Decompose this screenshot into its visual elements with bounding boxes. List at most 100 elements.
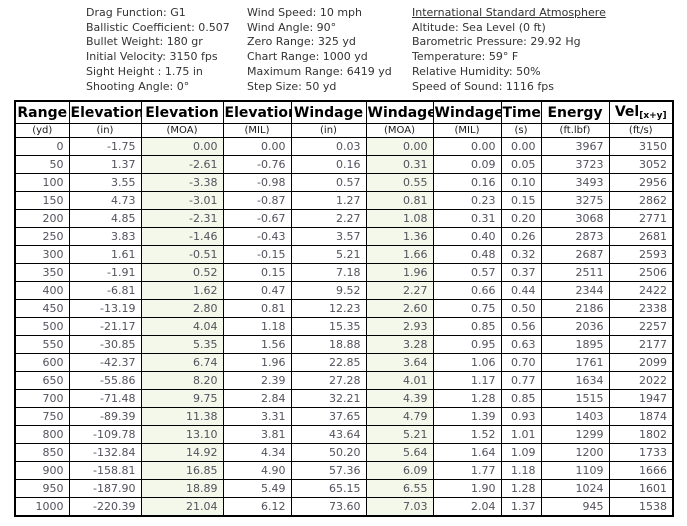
cell-elevation-in: 4.73 — [68, 191, 142, 210]
units-row: (yd) (in) (MOA) (MIL) (in) (MOA) (MIL) (… — [14, 123, 674, 138]
cell-windage-in: 37.65 — [290, 407, 367, 426]
cell-time: 0.77 — [500, 371, 542, 390]
cell-velocity: 2862 — [608, 191, 674, 210]
cell-windage-mil: 1.77 — [432, 461, 502, 480]
cell-energy: 3068 — [540, 209, 610, 228]
cell-velocity: 1874 — [608, 407, 674, 426]
cell-energy: 945 — [540, 497, 610, 517]
cell-elevation-moa: 14.92 — [140, 443, 224, 462]
cell-elevation-moa: 18.89 — [140, 479, 224, 498]
cell-energy: 1403 — [540, 407, 610, 426]
cell-windage-mil: 0.85 — [432, 317, 502, 336]
cell-elevation-mil: -0.67 — [222, 209, 292, 228]
cell-time: 1.18 — [500, 461, 542, 480]
cell-range: 550 — [14, 335, 70, 354]
cell-elevation-in: 1.37 — [68, 155, 142, 174]
cell-time: 0.37 — [500, 263, 542, 282]
table-row: 50 1.37 -2.61 -0.76 0.16 0.31 0.09 0.05 3723 3052 — [14, 155, 674, 174]
cell-windage-moa: 1.36 — [365, 227, 434, 246]
velocity-subscript: [x+y] — [639, 111, 667, 121]
cell-windage-mil: 0.95 — [432, 335, 502, 354]
cell-energy: 3275 — [540, 191, 610, 210]
unit-windage-mil: (MIL) — [432, 123, 502, 138]
ballistic-coefficient: Ballistic Coefficient: 0.507 — [86, 20, 230, 34]
cell-time: 0.56 — [500, 317, 542, 336]
table-row: 100 3.55 -3.38 -0.98 0.57 0.55 0.16 0.10 3493 295… — [14, 173, 674, 192]
cell-elevation-mil: 1.96 — [222, 353, 292, 372]
cell-elevation-moa: 0.52 — [140, 263, 224, 282]
cell-velocity: 2022 — [608, 371, 674, 390]
cell-windage-mil: 0.31 — [432, 209, 502, 228]
speed-of-sound: Speed of Sound: 1116 fps — [412, 79, 554, 93]
cell-energy: 1109 — [540, 461, 610, 480]
table-row: 650 -55.86 8.20 2.39 27.28 4.01 1.17 0.77 1634 20… — [14, 371, 674, 390]
cell-velocity: 1802 — [608, 425, 674, 444]
cell-elevation-mil: 2.84 — [222, 389, 292, 408]
cell-windage-moa: 4.01 — [365, 371, 434, 390]
cell-elevation-mil: -0.87 — [222, 191, 292, 210]
cell-windage-mil: 0.57 — [432, 263, 502, 282]
table-row: 500 -21.17 4.04 1.18 15.35 2.93 0.85 0.56 2036 22… — [14, 317, 674, 336]
table-row: 600 -42.37 6.74 1.96 22.85 3.64 1.06 0.70 1761 20… — [14, 353, 674, 372]
cell-elevation-in: -89.39 — [68, 407, 142, 426]
cell-elevation-in: -1.91 — [68, 263, 142, 282]
header-row: Range Elevation Elevation Elevation Wind… — [14, 100, 674, 124]
unit-windage-in: (in) — [290, 123, 367, 138]
cell-windage-moa: 6.55 — [365, 479, 434, 498]
cell-windage-in: 0.57 — [290, 173, 367, 192]
cell-time: 0.15 — [500, 191, 542, 210]
cell-windage-in: 73.60 — [290, 497, 367, 517]
cell-elevation-mil: 0.47 — [222, 281, 292, 300]
cell-windage-moa: 3.28 — [365, 335, 434, 354]
shooting-angle: Shooting Angle: 0° — [86, 79, 190, 93]
cell-windage-in: 7.18 — [290, 263, 367, 282]
cell-elevation-moa: -2.61 — [140, 155, 224, 174]
cell-windage-in: 18.88 — [290, 335, 367, 354]
table-row: 400 -6.81 1.62 0.47 9.52 2.27 0.66 0.44 2344 2422 — [14, 281, 674, 300]
cell-range: 500 — [14, 317, 70, 336]
unit-range: (yd) — [14, 123, 70, 138]
cell-windage-moa: 3.64 — [365, 353, 434, 372]
cell-time: 0.20 — [500, 209, 542, 228]
cell-range: 950 — [14, 479, 70, 498]
cell-elevation-in: 1.61 — [68, 245, 142, 264]
cell-range: 300 — [14, 245, 70, 264]
cell-energy: 1515 — [540, 389, 610, 408]
table-row: 350 -1.91 0.52 0.15 7.18 1.96 0.57 0.37 2511 2506 — [14, 263, 674, 282]
sight-height: Sight Height : 1.75 in — [86, 64, 203, 78]
drag-function: Drag Function: G1 — [86, 6, 186, 19]
cell-windage-moa: 4.39 — [365, 389, 434, 408]
cell-windage-mil: 0.23 — [432, 191, 502, 210]
unit-velocity: (ft/s) — [608, 123, 674, 138]
cell-windage-moa: 0.81 — [365, 191, 434, 210]
unit-elevation-in: (in) — [68, 123, 142, 138]
cell-elevation-moa: 2.80 — [140, 299, 224, 318]
cell-windage-moa: 0.55 — [365, 173, 434, 192]
cell-elevation-moa: 4.04 — [140, 317, 224, 336]
cell-elevation-mil: 5.49 — [222, 479, 292, 498]
cell-elevation-mil: -0.76 — [222, 155, 292, 174]
temperature: Temperature: 59° F — [412, 50, 519, 64]
cell-windage-moa: 2.27 — [365, 281, 434, 300]
cell-range: 0 — [14, 137, 70, 156]
cell-energy: 1024 — [540, 479, 610, 498]
cell-windage-mil: 0.16 — [432, 173, 502, 192]
cell-velocity: 2422 — [608, 281, 674, 300]
cell-velocity: 2177 — [608, 335, 674, 354]
cell-velocity: 2257 — [608, 317, 674, 336]
cell-windage-moa: 7.03 — [365, 497, 434, 517]
cell-elevation-moa: -3.38 — [140, 173, 224, 192]
cell-elevation-in: 4.85 — [68, 209, 142, 228]
col-header-range: Range — [14, 100, 70, 124]
cell-velocity: 2099 — [608, 353, 674, 372]
cell-time: 0.63 — [500, 335, 542, 354]
cell-windage-in: 32.21 — [290, 389, 367, 408]
cell-windage-moa: 0.31 — [365, 155, 434, 174]
cell-range: 650 — [14, 371, 70, 390]
cell-elevation-moa: -1.46 — [140, 227, 224, 246]
cell-windage-in: 5.21 — [290, 245, 367, 264]
cell-elevation-mil: 6.12 — [222, 497, 292, 517]
cell-elevation-moa: 1.62 — [140, 281, 224, 300]
cell-elevation-mil: -0.43 — [222, 227, 292, 246]
cell-elevation-mil: 3.81 — [222, 425, 292, 444]
